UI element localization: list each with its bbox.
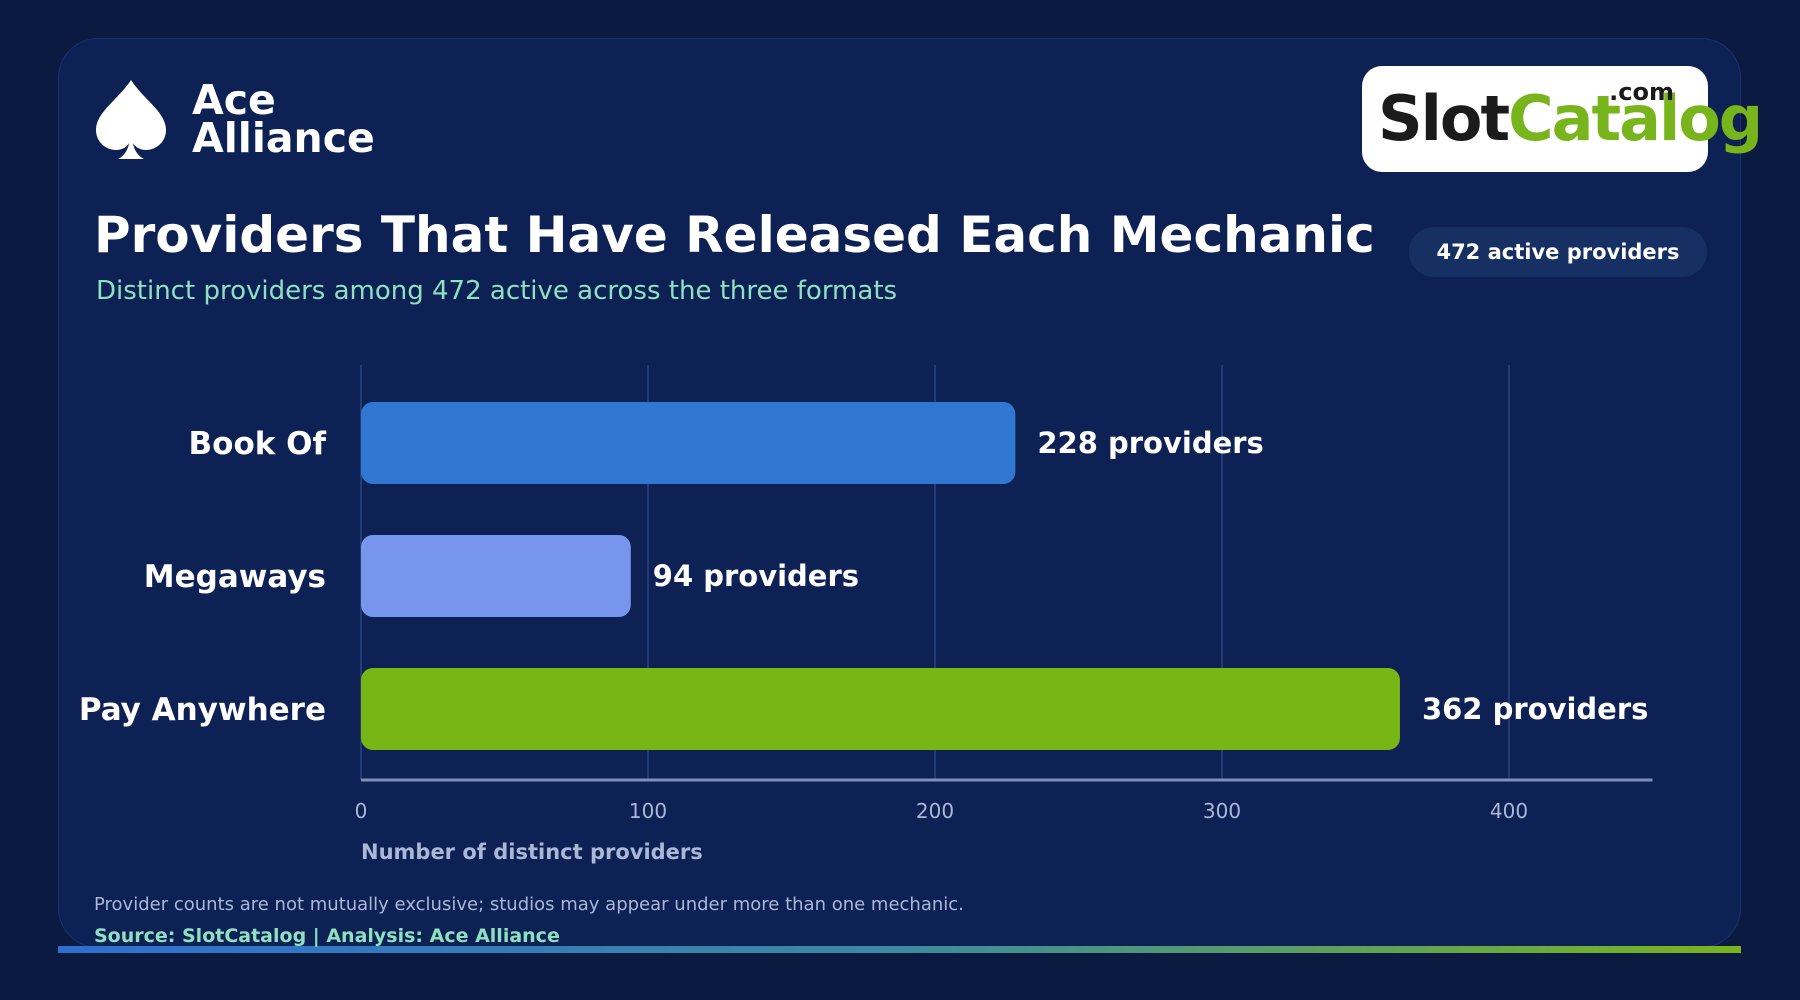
bar-value-label: 94 providers — [653, 559, 859, 593]
x-tick-label: 200 — [916, 799, 954, 823]
ace-alliance-logo: Ace Alliance — [94, 78, 375, 160]
slotcatalog-logo-text-green: Catalog — [1508, 82, 1763, 155]
brand-name-line1: Ace — [192, 76, 276, 124]
chart-subtitle: Distinct providers among 472 active acro… — [96, 276, 898, 306]
x-tick-label: 300 — [1203, 799, 1241, 823]
chart-card — [58, 38, 1741, 948]
source-line: Source: SlotCatalog | Analysis: Ace Alli… — [94, 925, 560, 947]
slotcatalog-logo-suffix: .com — [1609, 78, 1674, 106]
bar — [361, 668, 1400, 750]
accent-gradient-line — [58, 946, 1741, 953]
x-axis-title: Number of distinct providers — [361, 840, 703, 864]
slotcatalog-logo: SlotCatalog .com — [1362, 66, 1763, 172]
x-tick-label: 400 — [1490, 799, 1528, 823]
x-tick-label: 0 — [355, 799, 368, 823]
bar — [361, 402, 1016, 484]
y-category-label: Megaways — [144, 559, 326, 595]
y-category-label: Pay Anywhere — [79, 692, 326, 728]
bar — [361, 535, 631, 617]
brand-name-line2: Alliance — [192, 114, 375, 162]
chart-title: Providers That Have Released Each Mechan… — [94, 206, 1375, 264]
active-providers-badge: 472 active providers — [1409, 227, 1707, 277]
y-category-label: Book Of — [189, 426, 327, 462]
bar-value-label: 228 providers — [1037, 426, 1263, 460]
x-tick-label: 100 — [629, 799, 667, 823]
bar-value-label: 362 providers — [1422, 692, 1648, 726]
spade-icon — [96, 80, 166, 159]
footnote: Provider counts are not mutually exclusi… — [94, 894, 964, 915]
slotcatalog-logo-text-dark: Slot — [1378, 82, 1510, 155]
